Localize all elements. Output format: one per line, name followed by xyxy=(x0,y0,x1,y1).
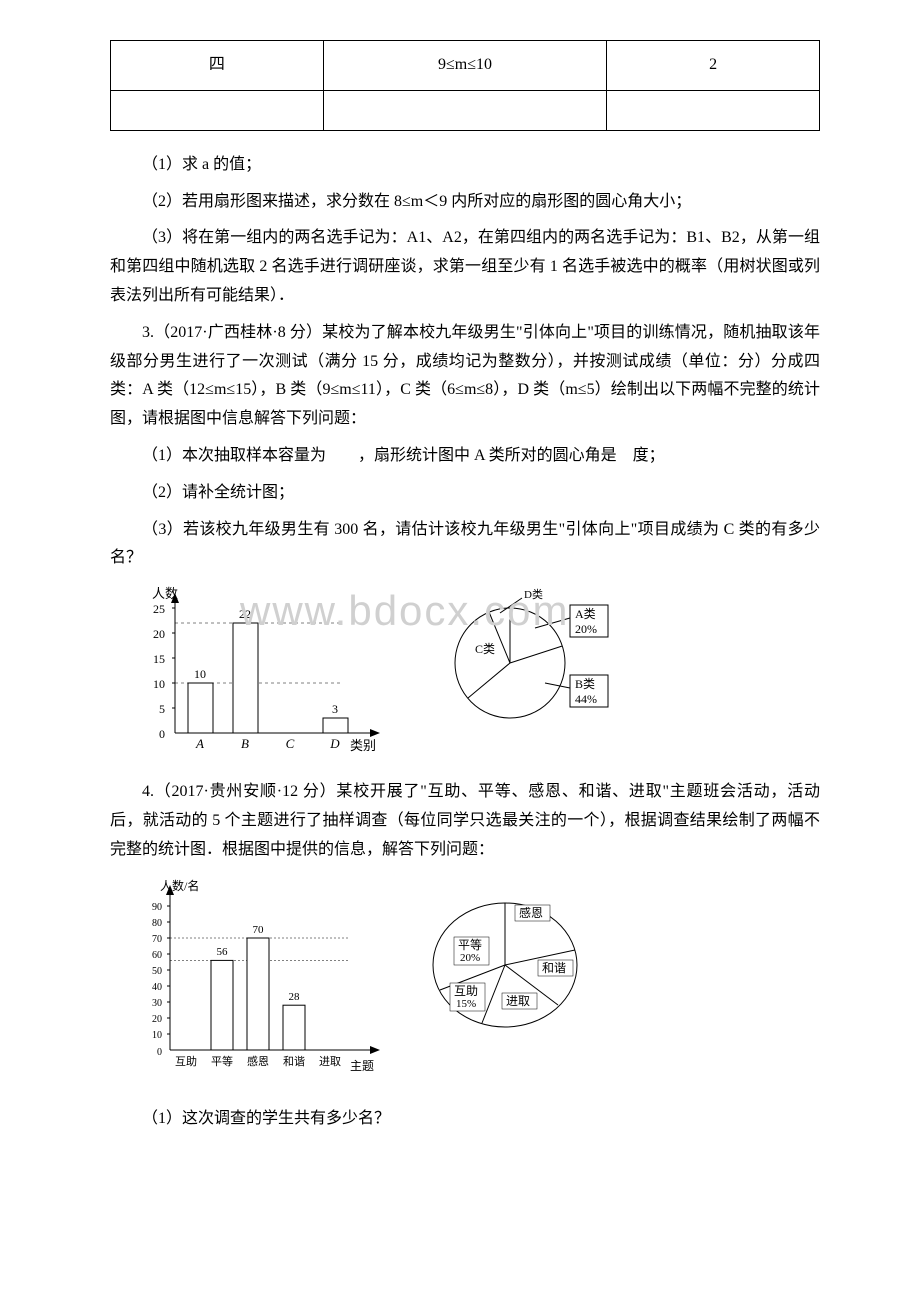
svg-text:15: 15 xyxy=(153,652,165,666)
table-cell xyxy=(111,90,324,130)
svg-text:30: 30 xyxy=(152,998,162,1009)
svg-text:0: 0 xyxy=(159,727,165,741)
table-row: 四 9≤m≤10 2 xyxy=(111,41,820,91)
bar-chart-2: 人数/名 主题 0 10 20 30 40 50 60 70 80 90 56 … xyxy=(130,875,390,1085)
svg-text:15%: 15% xyxy=(456,998,476,1010)
table-row xyxy=(111,90,820,130)
svg-text:C类: C类 xyxy=(475,642,495,656)
table-cell: 四 xyxy=(111,41,324,91)
bar-chart-1: 人数 类别 0 5 10 15 20 25 10 22 3 A B C D xyxy=(140,583,390,758)
svg-text:22: 22 xyxy=(239,607,251,621)
svg-text:C: C xyxy=(286,736,295,751)
question-intro: 4.（2017·贵州安顺·12 分）某校开展了"互助、平等、感恩、和谐、进取"主… xyxy=(110,778,820,864)
data-table: 四 9≤m≤10 2 xyxy=(110,40,820,131)
svg-text:D: D xyxy=(329,736,340,751)
svg-text:10: 10 xyxy=(152,1030,162,1041)
svg-text:3: 3 xyxy=(332,702,338,716)
question-text: （1）求 a 的值； xyxy=(110,151,820,180)
svg-text:20: 20 xyxy=(153,627,165,641)
question-text: （2）若用扇形图来描述，求分数在 8≤m＜9 内所对应的扇形图的圆心角大小； xyxy=(110,188,820,217)
pie-chart-1: A类 20% B类 44% C类 D类 xyxy=(430,583,630,758)
svg-text:25: 25 xyxy=(153,602,165,616)
question-text: （3）将在第一组内的两名选手记为：A1、A2，在第四组内的两名选手记为：B1、B… xyxy=(110,224,820,310)
svg-text:50: 50 xyxy=(152,966,162,977)
svg-text:20%: 20% xyxy=(575,622,597,636)
svg-text:5: 5 xyxy=(159,702,165,716)
svg-text:平等: 平等 xyxy=(458,938,482,952)
question-text: （1）这次调查的学生共有多少名？ xyxy=(110,1105,820,1134)
svg-text:0: 0 xyxy=(157,1047,162,1058)
y-axis-label: 人数 xyxy=(152,586,178,601)
svg-text:感恩: 感恩 xyxy=(519,905,543,920)
svg-text:20: 20 xyxy=(152,1014,162,1025)
pie-chart-2: 感恩 和谐 进取 互助 15% 平等 20% xyxy=(410,875,600,1055)
svg-text:互助: 互助 xyxy=(175,1054,197,1068)
svg-text:B: B xyxy=(241,736,249,751)
svg-text:20%: 20% xyxy=(460,952,480,964)
svg-text:B类: B类 xyxy=(575,677,595,691)
svg-text:80: 80 xyxy=(152,918,162,929)
svg-text:进取: 进取 xyxy=(506,994,530,1008)
svg-text:A: A xyxy=(195,736,204,751)
svg-text:和谐: 和谐 xyxy=(283,1054,305,1068)
svg-text:互助: 互助 xyxy=(454,984,478,998)
table-cell: 9≤m≤10 xyxy=(323,41,607,91)
svg-text:90: 90 xyxy=(152,902,162,913)
question-text: （1）本次抽取样本容量为 ，扇形统计图中 A 类所对的圆心角是 度； xyxy=(110,442,820,471)
svg-text:10: 10 xyxy=(153,677,165,691)
question-intro: 3.（2017·广西桂林·8 分）某校为了解本校九年级男生"引体向上"项目的训练… xyxy=(110,319,820,434)
svg-text:60: 60 xyxy=(152,950,162,961)
table-cell xyxy=(607,90,820,130)
svg-text:人数/名: 人数/名 xyxy=(160,878,199,893)
table-cell xyxy=(323,90,607,130)
chart-container-1: www.bdocx.com 人数 类别 0 5 10 15 20 25 10 2… xyxy=(140,583,820,758)
svg-text:A类: A类 xyxy=(575,607,596,621)
svg-text:进取: 进取 xyxy=(319,1055,341,1068)
svg-text:44%: 44% xyxy=(575,692,597,706)
svg-text:主题: 主题 xyxy=(350,1059,374,1073)
x-axis-label: 类别 xyxy=(350,738,376,753)
svg-text:40: 40 xyxy=(152,982,162,993)
chart-container-2: 人数/名 主题 0 10 20 30 40 50 60 70 80 90 56 … xyxy=(130,875,820,1085)
svg-text:感恩: 感恩 xyxy=(247,1055,269,1068)
svg-text:70: 70 xyxy=(253,924,265,936)
svg-text:70: 70 xyxy=(152,934,162,945)
svg-text:56: 56 xyxy=(217,946,229,958)
question-text: （2）请补全统计图； xyxy=(110,479,820,508)
table-cell: 2 xyxy=(607,41,820,91)
svg-text:10: 10 xyxy=(194,667,206,681)
svg-text:D类: D类 xyxy=(524,587,543,601)
svg-text:和谐: 和谐 xyxy=(542,961,566,975)
question-text: （3）若该校九年级男生有 300 名，请估计该校九年级男生"引体向上"项目成绩为… xyxy=(110,516,820,574)
svg-text:平等: 平等 xyxy=(211,1054,233,1068)
svg-text:28: 28 xyxy=(289,991,301,1003)
